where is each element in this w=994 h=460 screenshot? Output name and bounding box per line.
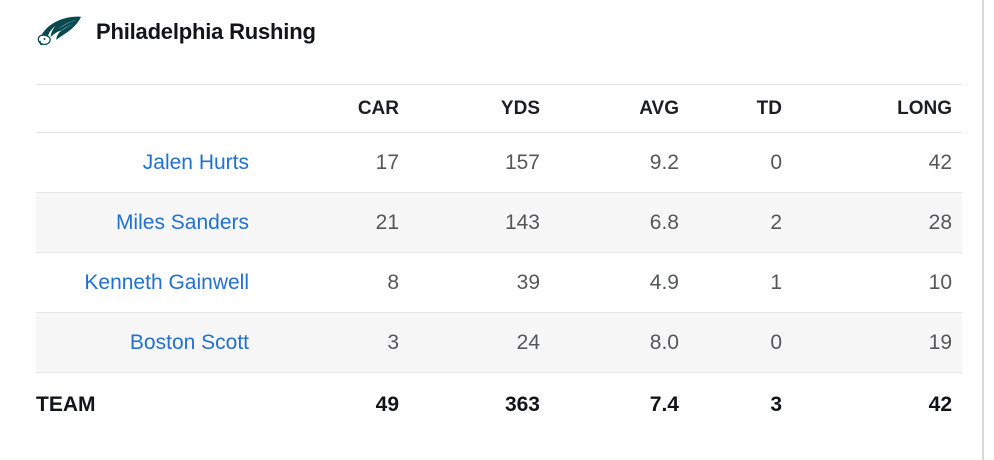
player-link[interactable]: Miles Sanders — [115, 210, 249, 234]
total-cell-td: 3 — [770, 392, 782, 416]
stat-cell-yds: 24 — [399, 312, 540, 373]
stat-cell-avg: 6.8 — [540, 192, 679, 253]
total-cell-yds: 363 — [504, 392, 540, 416]
table-row: Boston Scott 3 24 8.0 0 19 — [36, 312, 962, 373]
player-name-cell: Miles Sanders — [36, 192, 249, 253]
stat-cell-avg: 4.9 — [540, 252, 679, 313]
panel-edge-divider — [982, 0, 984, 460]
table-header-row: CAR YDS AVG TD LONG — [36, 84, 962, 133]
stat-cell-long: 42 — [782, 132, 962, 193]
player-name-cell: Boston Scott — [36, 312, 249, 373]
stat-cell-yds: 157 — [399, 132, 540, 193]
column-header-player — [36, 84, 249, 133]
stat-cell-car: 21 — [249, 192, 399, 253]
stat-cell-td: 0 — [679, 132, 782, 193]
player-name-cell: Jalen Hurts — [36, 132, 249, 193]
rushing-stats-table: CAR YDS AVG TD LONG Jalen Hurts 17 157 9… — [36, 84, 962, 437]
table-row: Miles Sanders 21 143 6.8 2 28 — [36, 192, 962, 253]
stat-cell-avg: 9.2 — [540, 132, 679, 193]
player-link[interactable]: Kenneth Gainwell — [84, 270, 249, 294]
column-header-long: LONG — [782, 84, 962, 133]
stat-cell-long: 28 — [782, 192, 962, 253]
column-header-td: TD — [679, 84, 782, 133]
column-header-yds: YDS — [399, 84, 540, 133]
stat-cell-yds: 143 — [399, 192, 540, 253]
stat-cell-yds: 39 — [399, 252, 540, 313]
stat-cell-td: 2 — [679, 192, 782, 253]
section-header: Philadelphia Rushing — [36, 13, 316, 51]
total-cell-avg: 7.4 — [649, 392, 679, 416]
column-header-avg: AVG — [540, 84, 679, 133]
player-link[interactable]: Boston Scott — [129, 330, 249, 354]
stat-cell-long: 19 — [782, 312, 962, 373]
team-total-label: TEAM — [36, 392, 96, 416]
team-total-row: TEAM 49 363 7.4 3 42 — [36, 373, 962, 437]
stat-cell-td: 0 — [679, 312, 782, 373]
total-cell-long: 42 — [928, 392, 952, 416]
stat-cell-long: 10 — [782, 252, 962, 313]
table-row: Jalen Hurts 17 157 9.2 0 42 — [36, 132, 962, 193]
player-name-cell: Kenneth Gainwell — [36, 252, 249, 313]
stat-cell-avg: 8.0 — [540, 312, 679, 373]
section-title: Philadelphia Rushing — [96, 19, 316, 44]
player-link[interactable]: Jalen Hurts — [142, 150, 249, 174]
column-header-car: CAR — [249, 84, 399, 133]
stat-cell-car: 3 — [249, 312, 399, 373]
stat-cell-car: 8 — [249, 252, 399, 313]
stat-cell-td: 1 — [679, 252, 782, 313]
eagles-logo-icon — [36, 15, 82, 49]
table-row: Kenneth Gainwell 8 39 4.9 1 10 — [36, 252, 962, 313]
stat-cell-car: 17 — [249, 132, 399, 193]
total-cell-car: 49 — [375, 392, 399, 416]
